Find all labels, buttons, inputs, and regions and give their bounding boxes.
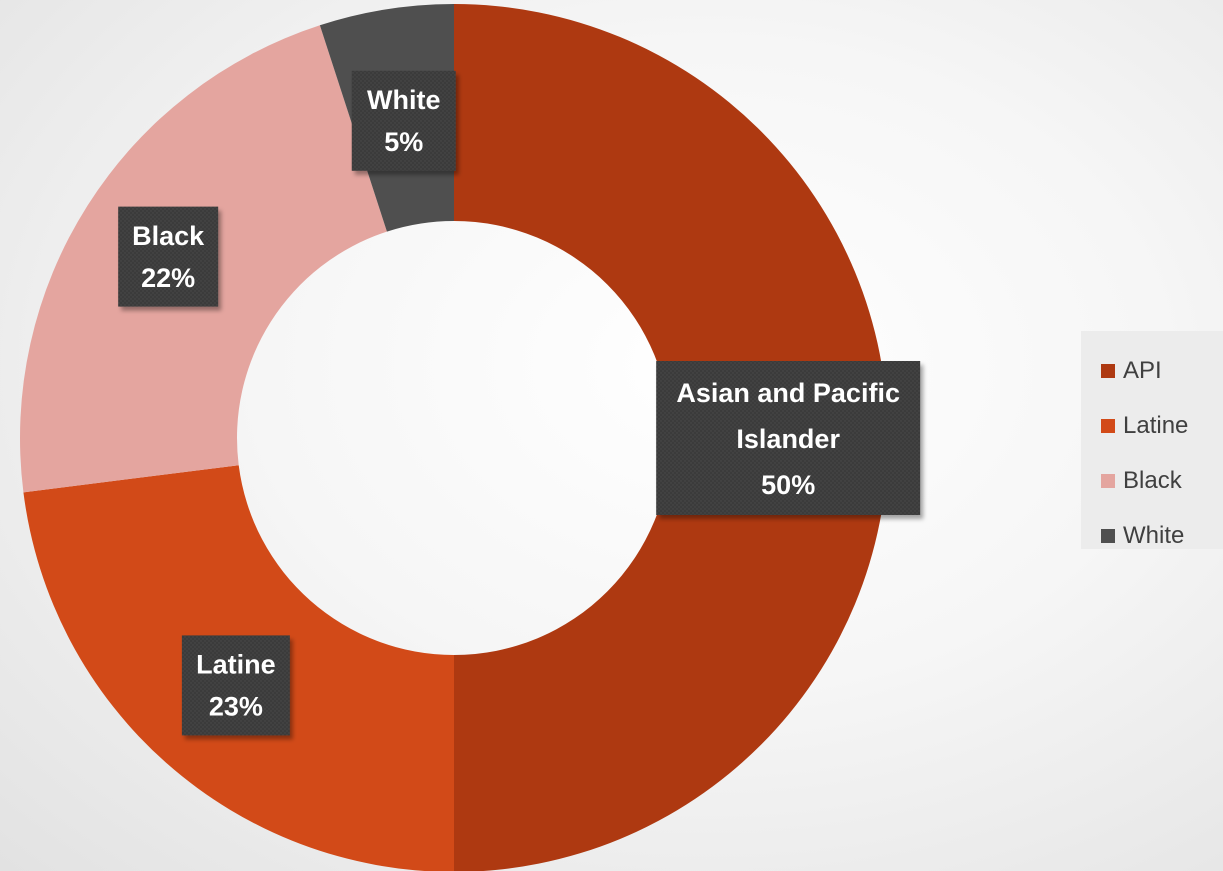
legend-label-black: Black — [1123, 466, 1182, 494]
legend-swatch-white — [1101, 528, 1115, 543]
data-label-name: Black — [132, 221, 205, 251]
data-label-api: Asian and Pacific Islander 50% — [656, 361, 921, 515]
data-label-box — [118, 206, 219, 307]
data-label-name: Islander — [736, 424, 840, 454]
data-labels: Asian and Pacific Islander 50% Latine 23% Bla… — [118, 70, 921, 736]
data-label-box — [656, 361, 921, 515]
data-label-value: 23% — [209, 692, 263, 722]
legend: API Latine Black White — [1081, 331, 1223, 549]
data-label-latine: Latine 23% — [181, 635, 290, 736]
legend-swatch-black — [1101, 473, 1115, 488]
data-label-name: White — [367, 85, 441, 115]
data-label-name: Latine — [196, 650, 276, 680]
data-label-box — [181, 635, 290, 736]
legend-item-api[interactable]: API — [1101, 343, 1223, 398]
legend-item-white[interactable]: White — [1101, 508, 1223, 563]
data-label-value: 22% — [141, 263, 195, 293]
legend-swatch-latine — [1101, 418, 1115, 433]
data-label-white: White 5% — [351, 70, 456, 171]
legend-label-api: API — [1123, 356, 1162, 384]
data-label-box — [351, 70, 456, 171]
data-label-value: 50% — [761, 470, 815, 500]
data-label-value: 5% — [384, 127, 423, 157]
legend-label-white: White — [1123, 521, 1185, 549]
data-label-black: Black 22% — [118, 206, 219, 307]
legend-item-latine[interactable]: Latine — [1101, 398, 1223, 453]
legend-swatch-api — [1101, 363, 1115, 378]
legend-label-latine: Latine — [1123, 411, 1189, 439]
legend-item-black[interactable]: Black — [1101, 453, 1223, 508]
data-label-name: Asian and Pacific — [676, 378, 900, 408]
